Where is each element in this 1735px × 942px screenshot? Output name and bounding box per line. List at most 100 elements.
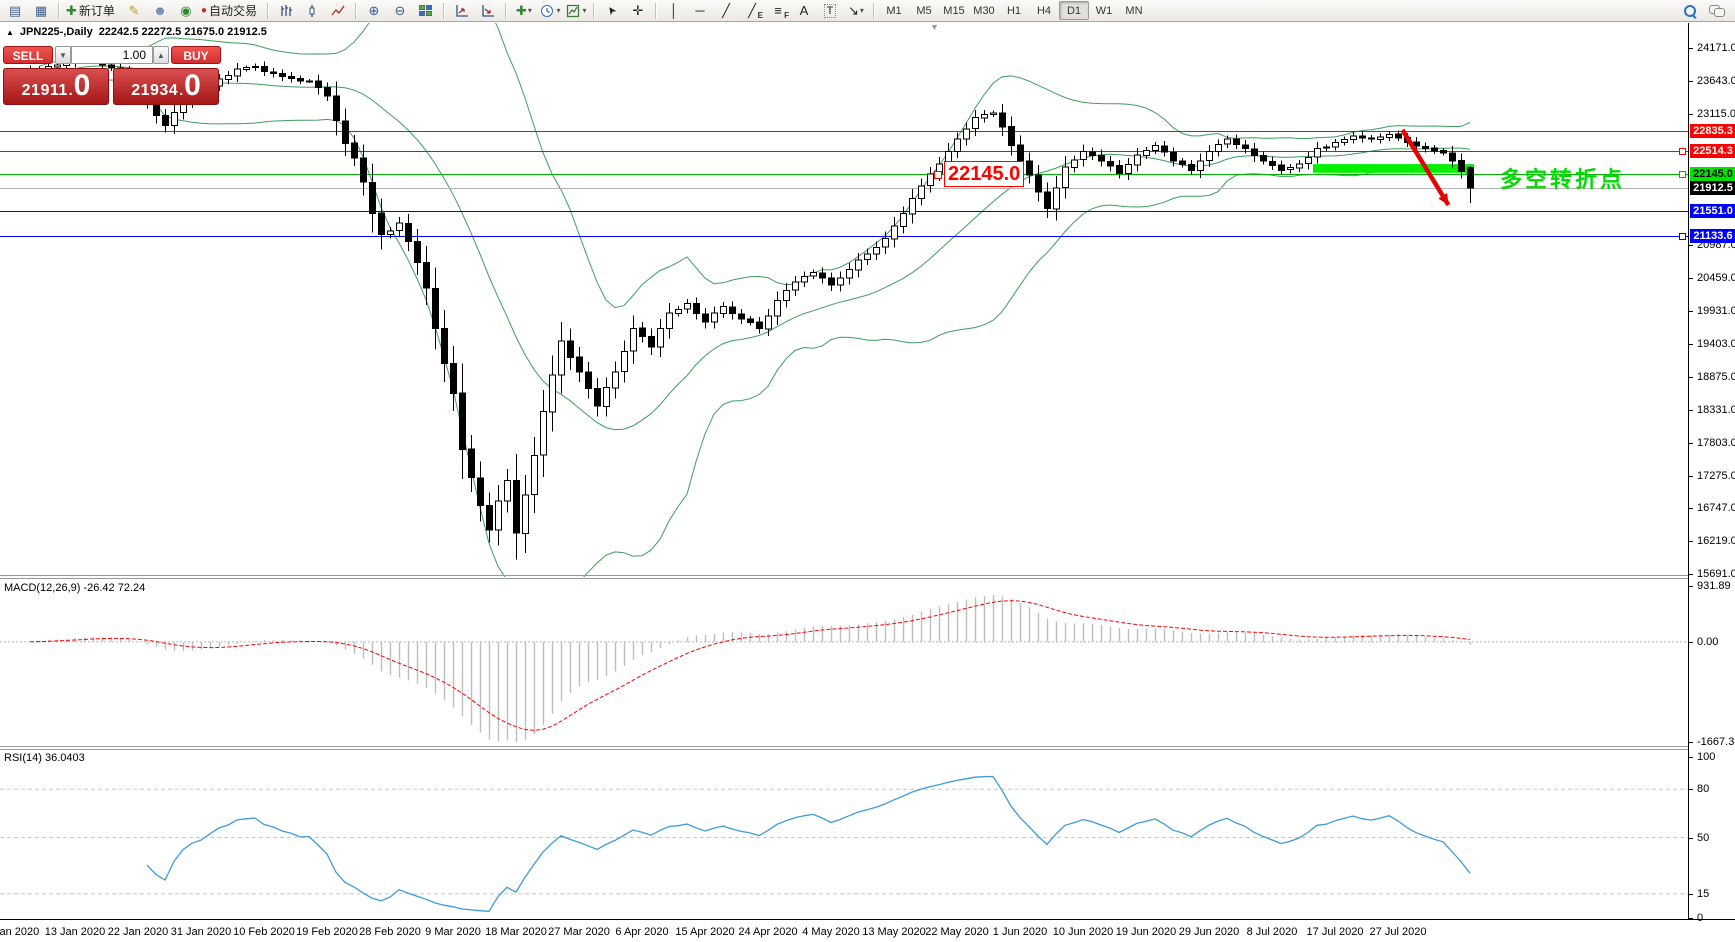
signals-icon[interactable]: ◉ — [174, 0, 198, 21]
autotrading-button[interactable]: ● 自动交易 — [200, 0, 262, 21]
line-handle[interactable] — [1679, 170, 1686, 178]
macd-histogram — [20, 595, 1472, 742]
date-label: 13 May 2020 — [862, 926, 926, 938]
price-callout-label[interactable]: 22145.0 — [944, 160, 1025, 187]
timeframe-button-mn[interactable]: MN — [1125, 4, 1143, 17]
timeframe-button-h1[interactable]: H1 — [1006, 4, 1022, 17]
buy-price-last-digit: 0 — [184, 69, 201, 102]
rsi-indicator-label: RSI(14) 36.0403 — [4, 752, 85, 764]
trendline-icon[interactable]: ╱ — [714, 0, 738, 21]
fibonacci-icon[interactable]: ≡ F — [774, 3, 789, 20]
symbol-name: JPN225-,Daily — [19, 26, 93, 38]
price-tick: 18875.0 — [1697, 370, 1735, 383]
metaeditor-icon[interactable]: ✎ — [122, 0, 146, 21]
text-icon: A — [799, 3, 809, 18]
periods-icon[interactable]: ▾ — [538, 0, 562, 21]
current-price-label: 21912.5 — [1690, 181, 1735, 196]
bollinger-lower-band — [39, 79, 1471, 577]
price-tick: 16747.0 — [1697, 502, 1735, 515]
date-label: 8 Jul 2020 — [1246, 926, 1298, 938]
date-label: 24 Apr 2020 — [738, 926, 798, 938]
data-window-icon[interactable]: ▦ — [29, 0, 53, 21]
dropdown-arrow-icon[interactable]: ▾ — [527, 6, 532, 15]
one-click-trading-panel: SELL ▼ ▲ BUY 21911.0 21934.0 — [3, 46, 221, 122]
chart-shift-icon[interactable] — [476, 0, 500, 21]
date-label: 17 Jul 2020 — [1306, 926, 1364, 938]
date-label: 10 Feb 2020 — [233, 926, 295, 938]
zoom-in-icon[interactable]: ⊕ — [362, 0, 386, 21]
community-icon[interactable]: ☻ — [148, 0, 172, 21]
price-tick: 19403.0 — [1697, 337, 1735, 350]
candles — [9, 49, 1474, 560]
price-tick: 23643.0 — [1697, 74, 1735, 87]
vertical-line-icon[interactable]: │ — [662, 0, 686, 21]
volume-decrement-button[interactable]: ▼ — [55, 46, 71, 64]
market-watch-icon[interactable]: ▤ — [3, 0, 27, 21]
line-handle[interactable] — [1679, 233, 1686, 241]
cursor-icon[interactable]: ➤ — [600, 0, 624, 21]
timeframe-button-w1[interactable]: W1 — [1095, 4, 1113, 17]
tile-windows-icon[interactable] — [414, 0, 438, 21]
zoom-out-icon[interactable]: ⊖ — [388, 0, 412, 21]
chart-window[interactable]: ▲ JPN225-,Daily 22242.5 22272.5 21675.0 … — [0, 22, 1735, 942]
line-chart-icon — [331, 5, 345, 15]
crosshair-icon: ✛ — [632, 2, 644, 18]
timeframe-button-d1[interactable]: D1 — [1058, 1, 1089, 20]
search-icon — [1684, 4, 1697, 19]
equidistant-channel-icon[interactable]: ╱ E — [748, 2, 763, 21]
bar-chart-icon[interactable] — [274, 0, 298, 21]
arrange-charts-icon[interactable] — [450, 0, 474, 21]
callout-anchor-handle[interactable] — [934, 170, 942, 179]
timeframe-button-h4[interactable]: H4 — [1036, 4, 1052, 17]
turning-point-text[interactable]: 多空转折点 — [1500, 166, 1626, 192]
volume-input[interactable] — [71, 46, 153, 64]
line-chart-icon[interactable] — [326, 0, 350, 21]
buy-button[interactable]: BUY — [171, 46, 221, 64]
timeframe-button-m15[interactable]: M15 — [943, 4, 965, 17]
main-pane — [0, 23, 1688, 577]
timeframe-button-m30[interactable]: M30 — [973, 4, 995, 17]
add-indicator-icon[interactable]: ✚ ▾ — [512, 0, 536, 21]
search-button[interactable] — [1678, 0, 1702, 21]
volume-increment-button[interactable]: ▲ — [153, 46, 169, 64]
date-label: 28 Feb 2020 — [359, 926, 421, 938]
candlestick-icon[interactable] — [300, 0, 324, 21]
line-handle[interactable] — [1679, 147, 1686, 155]
rsi-axis-label: 0 — [1697, 912, 1704, 924]
sell-price-box[interactable]: 21911. 0 — [3, 68, 109, 105]
text-icon[interactable]: A — [792, 0, 816, 21]
new-order-button[interactable]: ✚ 新订单 — [65, 0, 120, 21]
templates-icon[interactable]: ▾ — [564, 0, 588, 21]
buy-price-box[interactable]: 21934. 0 — [113, 68, 219, 105]
horizontal-line-icon[interactable]: ─ — [688, 0, 712, 21]
autotrading-icon: ● — [200, 5, 207, 16]
chat-button[interactable] — [1704, 0, 1728, 21]
one-click-collapse-icon[interactable]: ▲ — [6, 27, 14, 37]
price-tick-dash — [1688, 48, 1693, 49]
toolbar: ▤ ▦ ✚ 新订单 ✎ ☻ ◉ ● 自动交易 ⊕ ⊖ ✚ ▾ ▾ ▾ ➤ ✛ │ ─ ╱ ╱ E ≡ F A T ↘ ▾ M1 M5 M15… — [0, 0, 1735, 22]
arrows-icon[interactable]: ↘ ▾ — [844, 0, 868, 21]
crosshair-icon[interactable]: ✛ — [626, 0, 650, 21]
text-label-icon[interactable]: T — [818, 0, 842, 21]
dropdown-arrow-icon[interactable]: ▾ — [859, 6, 864, 15]
price-tick-dash — [1688, 245, 1693, 247]
date-label: 18 Mar 2020 — [485, 926, 547, 938]
bar-chart-icon — [281, 4, 292, 16]
timeframe-button-m5[interactable]: M5 — [916, 4, 932, 17]
fibonacci-icon: ≡ — [774, 3, 782, 18]
date-label: 10 Jun 2020 — [1052, 926, 1114, 938]
price-level-label-22145.0: 22145.0 — [1690, 166, 1735, 181]
sell-button[interactable]: SELL — [3, 46, 53, 64]
price-level-label-22514.3: 22514.3 — [1690, 143, 1735, 158]
timeframe-button-m1[interactable]: M1 — [886, 4, 902, 17]
sell-price: 21911 — [21, 82, 68, 99]
vertical-line-icon: │ — [669, 3, 679, 18]
price-tick-dash — [1688, 475, 1693, 477]
bollinger-middle-band — [38, 65, 1471, 431]
price-level-label-22835.3: 22835.3 — [1690, 123, 1735, 138]
price-tick: 24171.0 — [1697, 42, 1735, 54]
periods-icon — [541, 4, 554, 17]
price-tick: 19931.0 — [1697, 305, 1735, 317]
chart-shift-marker-icon[interactable]: ▼ — [930, 22, 939, 32]
